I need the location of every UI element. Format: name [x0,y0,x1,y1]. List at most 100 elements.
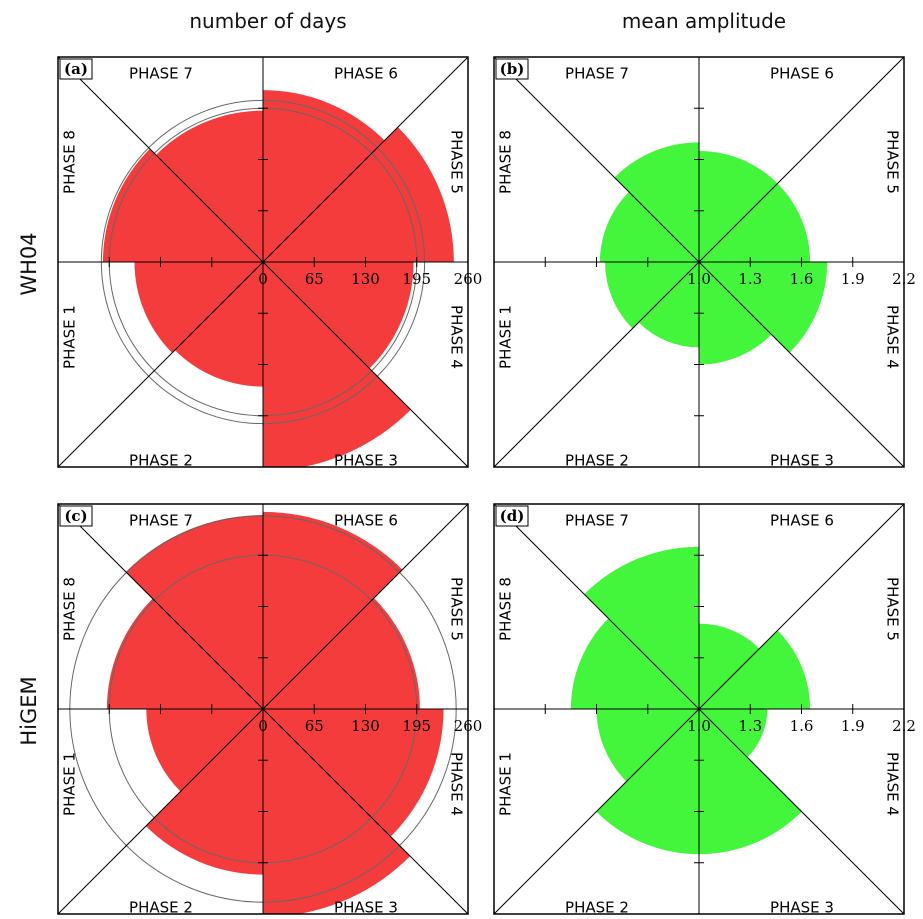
phase-label-8: PHASE 8 [61,130,79,194]
panel-frame [57,503,469,915]
row-title-higem: HiGEM [17,676,41,745]
phase-label-2: PHASE 2 [129,452,193,470]
panel-label-box [59,58,93,80]
bar-phase-5 [263,598,420,709]
bar-phase-8 [102,148,263,262]
phase-label-5: PHASE 5 [448,577,466,641]
radial-tick-label: 195 [402,717,431,735]
phase-label-7: PHASE 7 [129,512,193,530]
radial-tick-label: 1.3 [738,717,762,735]
bar-phase-6 [263,90,385,262]
bar-phase-1 [134,262,263,353]
bar-phase-5 [699,183,811,262]
phase-label-4: PHASE 4 [448,752,466,816]
radial-tick-label: 2.2 [892,717,916,735]
bar-phase-1 [596,709,699,782]
phase-label-6: PHASE 6 [334,512,398,530]
radial-tick-label: 0 [258,270,268,288]
phase-label-8: PHASE 8 [497,130,515,194]
panel-c: 0 65 130 195 260 PHASE 1 PHASE 2 PHASE 3 PHASE 4… [57,503,483,917]
phase-label-4: PHASE 4 [884,752,902,816]
bar-phase-2 [638,262,699,348]
radial-tick-label: 260 [454,270,483,288]
panel-label-box [59,505,93,527]
bar-phase-8 [106,598,263,709]
bar-phase-4 [263,709,444,837]
panel-a: 0 65 130 195 260 PHASE 1 PHASE 2 PHASE 3 PHASE 4… [57,56,483,470]
radial-tick-label: 195 [402,270,431,288]
bar-phase-6 [699,150,778,262]
bar-phase-7 [155,110,263,262]
bar-phase-5 [263,127,454,263]
phase-label-8: PHASE 8 [497,577,515,641]
panel-frame [493,56,905,468]
panel-plot-area [58,57,468,467]
phase-label-7: PHASE 7 [565,512,629,530]
radial-tick-label: 0 [258,717,268,735]
panel-plot-area [58,504,468,914]
panel-frame [493,503,905,915]
column-title-days: number of days [189,9,346,33]
bar-phase-1 [146,709,263,792]
radial-tick-label: 130 [351,717,380,735]
panel-label-box [495,505,529,527]
phase-label-6: PHASE 6 [770,512,834,530]
radial-tick-label: 65 [305,717,324,735]
phase-label-7: PHASE 7 [565,65,629,83]
radial-tick-label: 1.0 [687,270,711,288]
column-title-amplitude: mean amplitude [622,9,786,33]
phase-label-5: PHASE 5 [884,577,902,641]
bar-phase-2 [145,709,263,875]
panel-label: (c) [64,507,87,525]
radial-tick-label: 65 [305,270,324,288]
radial-tick-label: 1.9 [841,717,865,735]
radial-tick-label: 1.6 [790,270,814,288]
panel-frame [57,56,469,468]
bar-phase-4 [263,262,414,369]
radial-tick-label: 1.0 [687,717,711,735]
bar-phase-6 [263,511,403,709]
phase-label-8: PHASE 8 [61,577,79,641]
panel-plot-area [494,57,904,467]
radial-tick-label: 260 [454,717,483,735]
bar-phase-1 [605,262,699,329]
row-title-wh04: WH04 [17,232,41,295]
bar-phase-3 [699,709,802,855]
radial-tick-label: 130 [351,270,380,288]
phase-label-1: PHASE 1 [497,752,515,816]
phase-label-3: PHASE 3 [770,899,834,917]
bar-phase-2 [596,709,699,855]
bar-phase-8 [599,191,699,262]
panel-d: 1.0 1.3 1.6 1.9 2.2 PHASE 1 PHASE 2 PHASE 3 PHAS… [493,503,916,917]
panel-label: (d) [500,507,525,525]
bar-phase-5 [699,630,811,709]
radial-tick-label: 1.9 [841,270,865,288]
phase-label-4: PHASE 4 [448,305,466,369]
radial-tick-label: 2.2 [892,270,916,288]
phase-label-1: PHASE 1 [497,305,515,369]
panel-b: 1.0 1.3 1.6 1.9 2.2 PHASE 1 PHASE 2 PHASE 3 PHAS… [493,56,916,470]
phase-label-6: PHASE 6 [770,65,834,83]
panels: 0 65 130 195 260 PHASE 1 PHASE 2 PHASE 3 PHASE 4… [57,56,916,917]
bar-phase-6 [699,623,760,709]
panel-label-box [495,58,529,80]
phase-label-2: PHASE 2 [565,452,629,470]
bar-phase-7 [125,515,263,709]
phase-label-5: PHASE 5 [884,130,902,194]
phase-label-3: PHASE 3 [334,899,398,917]
phase-label-2: PHASE 2 [565,899,629,917]
phase-label-6: PHASE 6 [334,65,398,83]
phase-label-1: PHASE 1 [61,305,79,369]
bar-phase-4 [699,709,768,758]
phase-label-2: PHASE 2 [129,899,193,917]
bar-phase-4 [699,262,828,353]
phase-label-5: PHASE 5 [448,130,466,194]
bar-phase-7 [614,142,699,262]
phase-label-3: PHASE 3 [770,452,834,470]
bar-phase-3 [263,709,411,914]
panel-label: (b) [500,60,525,78]
bar-phase-3 [263,262,411,467]
phase-label-1: PHASE 1 [61,752,79,816]
bar-phase-7 [584,546,699,709]
